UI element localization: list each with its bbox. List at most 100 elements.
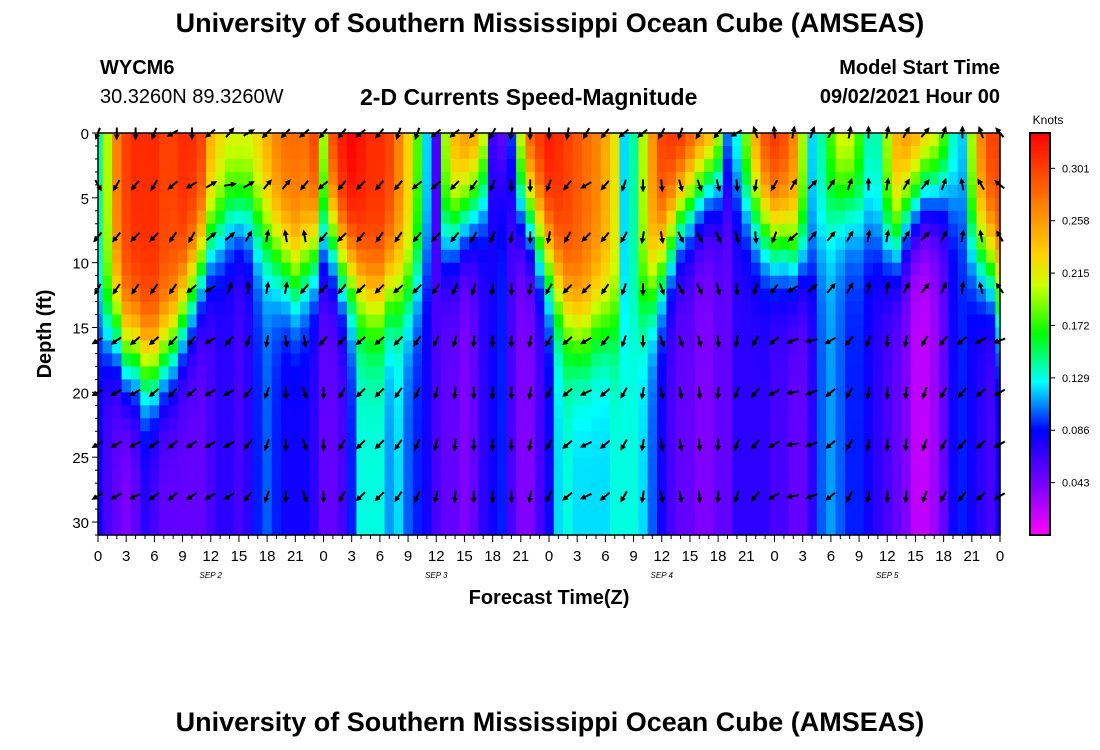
heatmap-cell <box>375 509 386 523</box>
heatmap-cell <box>657 366 668 380</box>
heatmap-cell <box>760 249 771 264</box>
current-vector <box>751 335 760 347</box>
heatmap-cell <box>253 483 264 497</box>
heatmap-cell <box>854 366 865 380</box>
heatmap-cell <box>844 470 855 484</box>
heatmap-cell <box>807 158 818 173</box>
heatmap-cell <box>797 457 808 471</box>
heatmap-cell <box>469 275 480 290</box>
heatmap-cell <box>328 405 339 419</box>
heatmap-cell <box>610 171 621 186</box>
current-vector <box>940 177 947 191</box>
heatmap-cell <box>384 301 395 316</box>
heatmap-cell <box>995 314 1001 329</box>
heatmap-cell <box>732 327 743 342</box>
heatmap-cell <box>497 418 508 432</box>
heatmap-cell <box>450 418 461 432</box>
heatmap-cell <box>206 249 217 264</box>
heatmap-cell <box>563 288 574 303</box>
current-vector <box>921 438 928 452</box>
current-vector <box>112 283 121 295</box>
heatmap-cell <box>544 444 555 458</box>
heatmap-cell <box>544 145 555 160</box>
heatmap-cell <box>816 249 827 264</box>
current-vector <box>110 336 122 345</box>
heatmap-cell <box>760 457 771 471</box>
current-vector <box>601 283 610 295</box>
heatmap-cell <box>112 301 123 316</box>
current-vector <box>938 335 948 347</box>
heatmap-cell <box>177 197 188 212</box>
heatmap-cell <box>891 327 902 342</box>
heatmap-cell <box>253 379 264 393</box>
heatmap-cell <box>675 145 686 160</box>
current-vector <box>902 230 910 243</box>
heatmap-cell <box>854 353 865 368</box>
heatmap-cell <box>704 249 715 264</box>
heatmap-cell <box>253 366 264 380</box>
heatmap-cell <box>328 301 339 316</box>
heatmap-cell <box>619 353 630 368</box>
heatmap-cell <box>882 366 893 380</box>
heatmap-cell <box>487 470 498 484</box>
heatmap-cell <box>318 145 329 160</box>
heatmap-cell <box>741 496 752 510</box>
heatmap-cell <box>704 158 715 173</box>
heatmap-cell <box>995 496 1001 510</box>
current-vector <box>110 388 123 397</box>
current-vector <box>355 387 366 398</box>
heatmap-cell <box>788 236 799 251</box>
colorbar-tick-label: 0.043 <box>1062 478 1090 490</box>
heatmap-cell <box>290 145 301 160</box>
heatmap-cell <box>130 236 141 251</box>
heatmap-cell <box>516 223 527 238</box>
heatmap-cell <box>130 171 141 186</box>
heatmap-cell <box>882 288 893 303</box>
heatmap-cell <box>863 522 874 536</box>
heatmap-cell <box>300 275 311 290</box>
current-vector <box>620 231 628 244</box>
heatmap-cell <box>938 418 949 432</box>
heatmap-cell <box>694 171 705 186</box>
x-tick-label: 15 <box>456 548 473 565</box>
heatmap-cell <box>516 158 527 173</box>
current-vector <box>204 492 217 500</box>
heatmap-cell <box>356 418 367 432</box>
heatmap-cell <box>450 353 461 368</box>
heatmap-cell <box>112 470 123 484</box>
heatmap-cell <box>694 158 705 173</box>
heatmap-cell <box>826 483 837 497</box>
heatmap-cell <box>967 392 978 406</box>
heatmap-cell <box>98 483 104 497</box>
current-vector <box>168 231 178 243</box>
heatmap-cell <box>553 470 564 484</box>
heatmap-cell <box>177 457 188 471</box>
heatmap-cell <box>751 418 762 432</box>
heatmap-cell <box>459 197 470 212</box>
current-vector <box>658 283 666 296</box>
heatmap-cell <box>431 314 442 329</box>
heatmap-cell <box>516 314 527 329</box>
heatmap-cell <box>760 133 771 147</box>
heatmap-cell <box>375 145 386 160</box>
heatmap-cell <box>497 171 508 186</box>
heatmap-cell <box>318 158 329 173</box>
heatmap-cell <box>168 301 179 316</box>
heatmap-cell <box>591 275 602 290</box>
heatmap-cell <box>751 314 762 329</box>
heatmap-cell <box>600 210 611 225</box>
heatmap-cell <box>666 133 677 147</box>
heatmap-cell <box>929 457 940 471</box>
heatmap-cell <box>525 470 536 484</box>
heatmap-cell <box>741 158 752 173</box>
heatmap-cell <box>309 340 320 355</box>
current-vector <box>110 440 123 448</box>
heatmap-cell <box>224 223 235 238</box>
heatmap-cell <box>346 431 357 445</box>
heatmap-cell <box>722 353 733 368</box>
heatmap-cell <box>525 158 536 173</box>
heatmap-cell <box>619 379 630 393</box>
heatmap-cell <box>506 145 517 160</box>
heatmap-cell <box>779 470 790 484</box>
heatmap-cell <box>957 366 968 380</box>
